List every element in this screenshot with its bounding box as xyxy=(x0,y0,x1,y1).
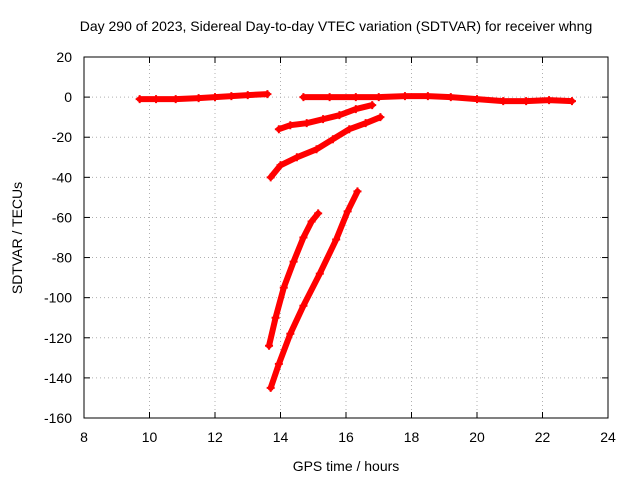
data-point xyxy=(171,95,180,104)
data-point xyxy=(152,95,161,104)
data-point xyxy=(263,90,272,99)
data-point xyxy=(522,97,531,106)
y-tick-label: 0 xyxy=(64,89,72,105)
y-tick-label: -100 xyxy=(44,290,72,306)
data-point xyxy=(266,173,275,182)
data-point xyxy=(343,207,352,216)
data-point xyxy=(446,93,455,102)
y-tick-label: -40 xyxy=(52,169,72,185)
y-tick-label: -60 xyxy=(52,209,72,225)
data-point xyxy=(545,96,554,105)
data-point xyxy=(567,97,576,106)
data-point xyxy=(286,121,295,130)
y-tick-label: -120 xyxy=(44,330,72,346)
data-point xyxy=(312,145,321,154)
series-line xyxy=(267,188,361,391)
data-point xyxy=(328,135,337,144)
series-track-4 xyxy=(266,113,385,182)
data-point xyxy=(374,93,383,102)
chart-title: Day 290 of 2023, Sidereal Day-to-day VTE… xyxy=(79,18,593,34)
axis-ticks: 8 10 12 14 16 18 20 22 24 20 0 -20 -40 -60 -80 -100 -120… xyxy=(44,49,616,445)
data-point xyxy=(292,153,301,162)
x-tick-label: 22 xyxy=(535,429,551,445)
series-track-1 xyxy=(135,90,272,104)
data-point xyxy=(299,301,308,310)
data-point xyxy=(274,125,283,134)
data-point xyxy=(299,93,308,102)
x-tick-label: 10 xyxy=(142,429,158,445)
series-track-2 xyxy=(299,92,576,106)
data-point xyxy=(307,217,316,226)
data-point xyxy=(400,92,409,101)
data-point xyxy=(315,269,324,278)
data-point xyxy=(265,341,274,350)
data-point xyxy=(274,359,283,368)
data-point xyxy=(243,91,252,100)
data-point xyxy=(289,257,298,266)
data-point xyxy=(286,329,295,338)
x-tick-label: 12 xyxy=(207,429,223,445)
data-point xyxy=(302,119,311,128)
data-point xyxy=(135,95,144,104)
y-tick-label: -160 xyxy=(44,410,72,426)
x-tick-label: 24 xyxy=(600,429,616,445)
data-point xyxy=(361,119,370,128)
series-track-5 xyxy=(265,209,323,350)
data-series xyxy=(135,90,576,392)
data-point xyxy=(276,161,285,170)
data-point xyxy=(353,187,362,196)
data-point xyxy=(335,111,344,120)
series-line xyxy=(267,114,384,181)
x-axis-label: GPS time / hours xyxy=(292,458,400,474)
data-point xyxy=(227,92,236,101)
data-point xyxy=(194,94,203,103)
data-point xyxy=(271,313,280,322)
data-point xyxy=(376,113,385,122)
x-tick-label: 20 xyxy=(469,429,485,445)
data-point xyxy=(299,233,308,242)
data-point xyxy=(368,101,377,110)
data-point xyxy=(423,92,432,101)
x-tick-label: 16 xyxy=(338,429,354,445)
data-point xyxy=(314,209,323,218)
y-tick-label: -140 xyxy=(44,370,72,386)
y-tick-label: -80 xyxy=(52,250,72,266)
data-point xyxy=(266,383,275,392)
series-track-6 xyxy=(266,187,362,392)
x-tick-label: 8 xyxy=(80,429,88,445)
series-line xyxy=(300,93,575,105)
x-tick-label: 14 xyxy=(273,429,289,445)
data-point xyxy=(332,235,341,244)
data-point xyxy=(211,93,219,102)
data-point xyxy=(325,93,334,102)
data-point xyxy=(351,105,360,114)
grid-lines xyxy=(84,57,608,418)
y-tick-label: -20 xyxy=(52,129,72,145)
data-point xyxy=(279,283,288,292)
data-point xyxy=(473,95,481,104)
y-tick-label: 20 xyxy=(56,49,72,65)
data-point xyxy=(351,93,360,102)
data-point xyxy=(319,115,328,124)
data-point xyxy=(499,97,508,106)
x-tick-label: 18 xyxy=(404,429,420,445)
series-track-3 xyxy=(274,101,377,134)
data-point xyxy=(345,125,354,134)
